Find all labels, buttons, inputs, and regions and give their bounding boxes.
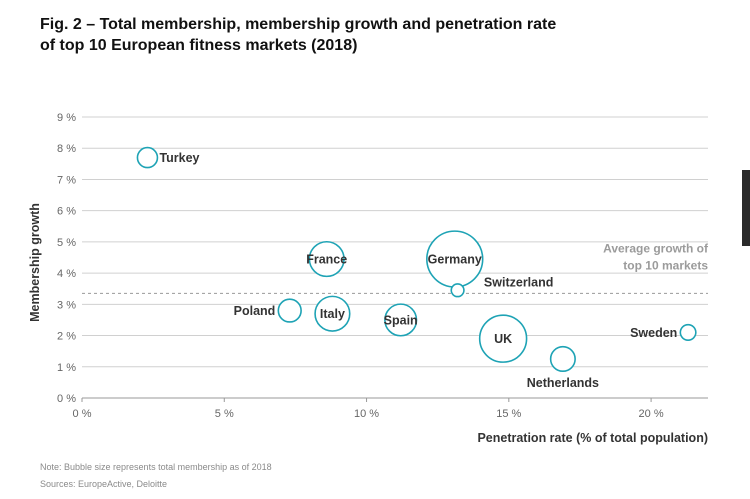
y-tick-label: 3 % — [57, 299, 76, 311]
x-tick-label: 0 % — [73, 408, 92, 420]
bubble-uk — [478, 314, 528, 363]
y-tick-label: 9 % — [57, 112, 76, 124]
y-tick-label: 7 % — [57, 174, 76, 186]
y-tick-label: 8 % — [57, 143, 76, 155]
x-tick-label: 15 % — [496, 408, 521, 420]
bubble-label-uk: UK — [494, 332, 512, 346]
y-tick-label: 1 % — [57, 362, 76, 374]
bubble-label-netherlands: Netherlands — [527, 376, 599, 390]
bubble-label-germany: Germany — [428, 253, 482, 267]
y-tick-label: 0 % — [57, 393, 76, 405]
bubble-label-sweden: Sweden — [630, 326, 677, 340]
x-axis-title: Penetration rate (% of total population) — [477, 431, 708, 445]
chart-title: Fig. 2 – Total membership, membership gr… — [40, 14, 640, 56]
y-tick-label: 6 % — [57, 206, 76, 218]
bubble-italy — [314, 295, 351, 332]
x-tick-label: 10 % — [354, 408, 379, 420]
bubble-spain — [384, 303, 418, 337]
y-tick-label: 2 % — [57, 331, 76, 343]
bubble-label-spain: Spain — [384, 313, 418, 327]
x-tick-label: 5 % — [215, 408, 234, 420]
bubble-size-note: Note: Bubble size represents total membe… — [40, 462, 272, 472]
bubble-label-france: France — [306, 253, 347, 267]
average-growth-label-line-1: Average growth of — [603, 241, 709, 255]
chart-title-line-1: Fig. 2 – Total membership, membership gr… — [40, 16, 557, 33]
average-growth-label-line-2: top 10 markets — [623, 258, 708, 272]
y-tick-label: 5 % — [57, 237, 76, 249]
bubble-netherlands — [549, 345, 576, 373]
bubble-label-italy: Italy — [320, 307, 345, 321]
sources-note: Sources: EuropeActive, Deloitte — [40, 479, 168, 489]
bubble-poland — [277, 298, 302, 323]
bubble-turkey — [136, 146, 159, 169]
y-tick-label: 4 % — [57, 268, 76, 280]
bubble-label-poland: Poland — [234, 304, 276, 318]
bubble-label-turkey: Turkey — [159, 151, 199, 165]
bubble-france — [308, 240, 345, 278]
x-tick-label: 20 % — [639, 408, 664, 420]
bubble-sweden — [679, 323, 697, 341]
chart-title-line-2: of top 10 European fitness markets (2018… — [40, 37, 358, 54]
bubble-label-switzerland: Switzerland — [484, 275, 553, 289]
bubble-switzerland — [450, 283, 465, 298]
y-axis-title: Membership growth — [28, 203, 42, 322]
page-edge-tab — [742, 170, 750, 246]
